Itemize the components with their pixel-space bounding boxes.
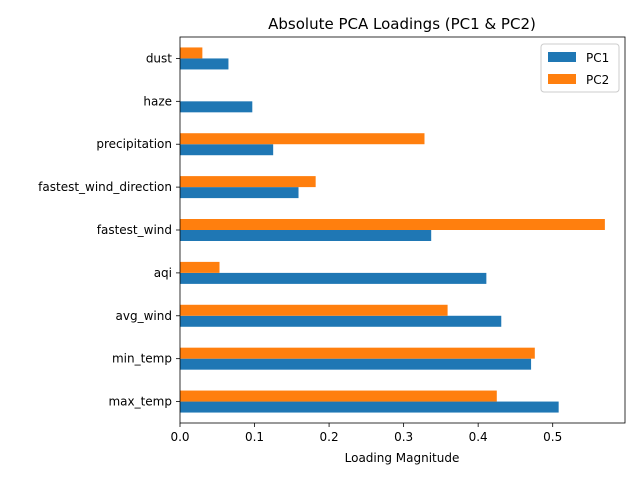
- bar-pc1-max-temp: [180, 401, 559, 413]
- bar-pc1-dust: [180, 58, 229, 70]
- plot-area: max_temp min_temp avg_wind aqi fastest_wind f…: [38, 47, 605, 444]
- x-tick-label: 0.5: [543, 430, 562, 444]
- y-tick-label: avg_wind: [116, 309, 172, 323]
- y-tick-label: max_temp: [108, 395, 172, 409]
- y-tick-label: precipitation: [96, 137, 172, 151]
- y-tick-label: dust: [146, 51, 172, 65]
- bar-pc2-aqi: [180, 261, 220, 273]
- bar-pc1-haze: [180, 101, 253, 113]
- y-tick-label: fastest_wind_direction: [38, 180, 172, 194]
- bar-pc2-fastest-wind: [180, 219, 605, 230]
- bar-pc2-avg-wind: [180, 304, 448, 316]
- bar-pc2-min-temp: [180, 347, 535, 359]
- bar-pc1-min-temp: [180, 358, 532, 370]
- legend-swatch-pc2: [548, 74, 576, 84]
- bar-pc2-precipitation: [180, 133, 425, 145]
- x-tick-label: 0.2: [320, 430, 339, 444]
- x-tick-label: 0.1: [245, 430, 264, 444]
- bar-pc1-fastest-wind-direction: [180, 187, 299, 199]
- bar-pc1-avg-wind: [180, 315, 502, 327]
- x-axis-label: Loading Magnitude: [345, 451, 460, 465]
- bar-pc1-precipitation: [180, 144, 274, 156]
- legend-label-pc2: PC2: [586, 73, 609, 87]
- x-tick-label: 0.0: [170, 430, 189, 444]
- chart-title: Absolute PCA Loadings (PC1 & PC2): [268, 15, 536, 33]
- bar-pc2-dust: [180, 47, 203, 59]
- axes-frame: [179, 36, 626, 424]
- y-tick-label: haze: [143, 94, 172, 108]
- y-tick-label: fastest_wind: [97, 223, 172, 237]
- bar-pc1-aqi: [180, 272, 487, 284]
- legend: PC1 PC2: [540, 43, 620, 93]
- x-tick-label: 0.3: [394, 430, 413, 444]
- y-tick-label: min_temp: [112, 352, 172, 366]
- bar-pc2-fastest-wind-direction: [180, 176, 316, 188]
- legend-swatch-pc1: [548, 52, 576, 62]
- legend-label-pc1: PC1: [586, 51, 609, 65]
- bar-pc2-max-temp: [180, 390, 497, 402]
- x-tick-label: 0.4: [469, 430, 488, 444]
- y-tick-label: aqi: [154, 266, 172, 280]
- bar-pc1-fastest-wind: [180, 230, 432, 241]
